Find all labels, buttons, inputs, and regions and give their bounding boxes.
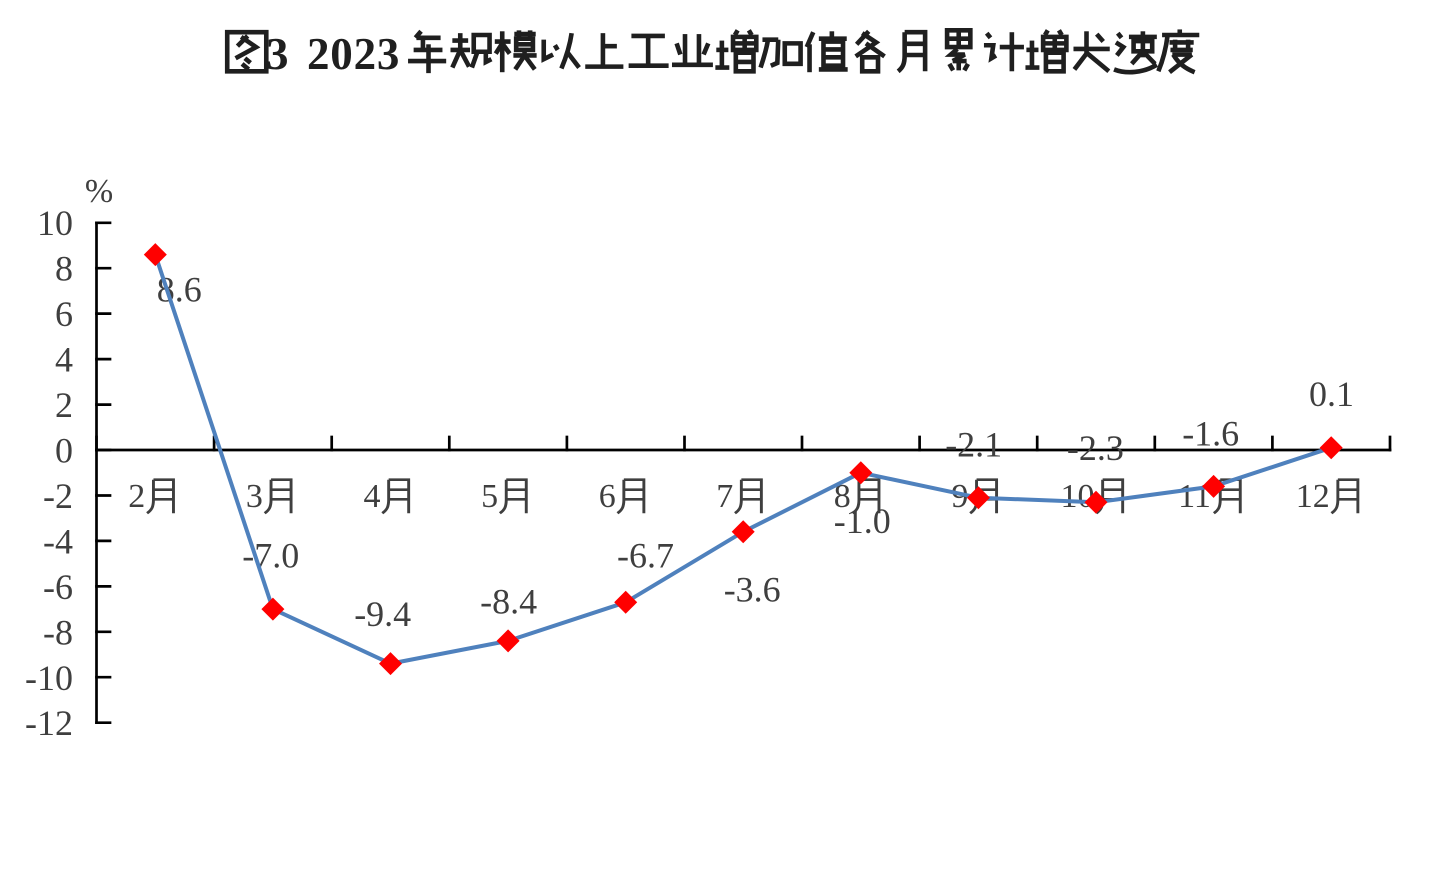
svg-text:10: 10 xyxy=(37,203,73,243)
svg-text:%: % xyxy=(85,173,113,210)
svg-text:-3.6: -3.6 xyxy=(724,569,781,609)
svg-text:0.1: 0.1 xyxy=(1309,374,1354,414)
svg-text:8: 8 xyxy=(55,249,73,289)
svg-text:10: 10 xyxy=(1061,478,1095,515)
svg-text:-4: -4 xyxy=(43,521,73,561)
svg-text:8: 8 xyxy=(834,478,851,515)
svg-text:-1.6: -1.6 xyxy=(1182,413,1239,453)
svg-text:-2.1: -2.1 xyxy=(945,424,1002,464)
svg-text:-10: -10 xyxy=(25,658,73,698)
svg-text:-12: -12 xyxy=(25,703,73,743)
svg-text:7: 7 xyxy=(716,478,733,515)
svg-text:3: 3 xyxy=(266,29,289,79)
svg-text:0: 0 xyxy=(55,431,73,471)
svg-text:3: 3 xyxy=(246,478,263,515)
svg-text:4: 4 xyxy=(55,340,73,380)
svg-text:-8: -8 xyxy=(43,612,73,652)
svg-text:-6: -6 xyxy=(43,567,73,607)
svg-text:-1.0: -1.0 xyxy=(834,501,891,541)
svg-text:6: 6 xyxy=(55,294,73,334)
svg-text:-2.3: -2.3 xyxy=(1067,428,1124,468)
svg-text:-2: -2 xyxy=(43,476,73,516)
svg-text:9: 9 xyxy=(951,478,968,515)
svg-text:-8.4: -8.4 xyxy=(480,582,537,622)
svg-text:6: 6 xyxy=(599,478,616,515)
svg-text:-9.4: -9.4 xyxy=(354,594,411,634)
svg-text:2: 2 xyxy=(128,478,145,515)
svg-text:4: 4 xyxy=(364,478,381,515)
svg-text:2: 2 xyxy=(55,385,73,425)
svg-text:12: 12 xyxy=(1296,478,1330,515)
svg-text:-6.7: -6.7 xyxy=(617,536,674,576)
svg-text:5: 5 xyxy=(481,478,498,515)
svg-text:2023: 2023 xyxy=(307,29,400,79)
